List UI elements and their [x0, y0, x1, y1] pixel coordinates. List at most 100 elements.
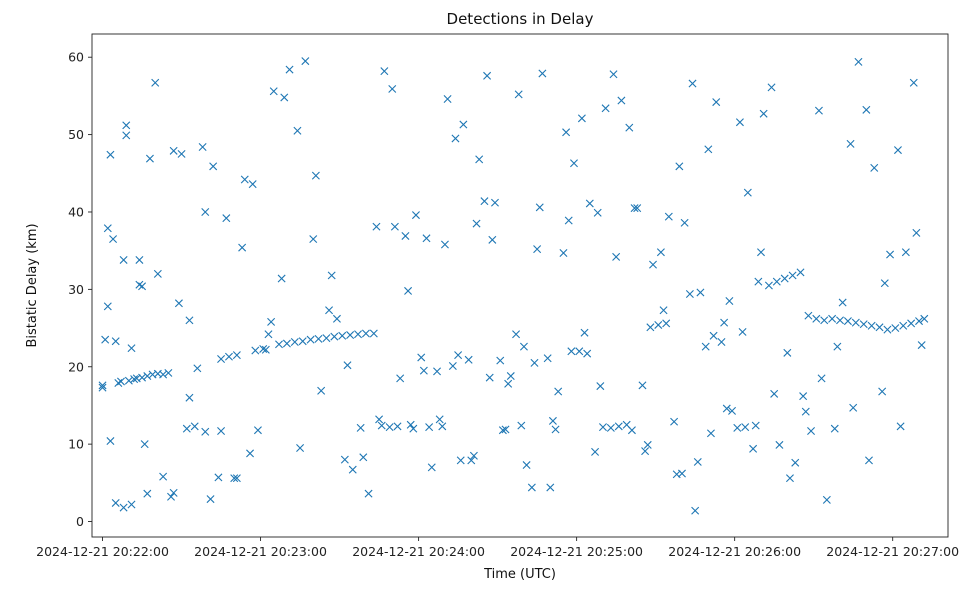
- data-point: [169, 488, 178, 497]
- data-point: [901, 248, 910, 257]
- data-point: [717, 338, 726, 346]
- data-point: [240, 175, 249, 184]
- data-point: [796, 268, 805, 277]
- data-point: [846, 139, 855, 148]
- data-point: [646, 323, 655, 332]
- data-point: [490, 198, 499, 207]
- data-point: [749, 444, 758, 453]
- data-point: [501, 425, 510, 434]
- data-point: [298, 337, 307, 346]
- data-point: [688, 79, 697, 88]
- data-point: [512, 330, 521, 339]
- data-point: [920, 314, 929, 323]
- data-point: [372, 222, 381, 231]
- data-point: [585, 199, 594, 208]
- data-point: [609, 70, 618, 79]
- data-point: [338, 331, 347, 340]
- data-point: [448, 361, 457, 370]
- data-point: [522, 461, 531, 470]
- data-point: [654, 320, 663, 329]
- data-point: [169, 146, 178, 155]
- data-point: [527, 483, 536, 492]
- data-point: [670, 417, 679, 426]
- data-point: [735, 118, 744, 127]
- data-point: [883, 325, 892, 334]
- data-point: [638, 381, 647, 390]
- data-point: [614, 422, 623, 431]
- data-point: [174, 299, 183, 308]
- data-point: [103, 224, 112, 233]
- data-point: [506, 372, 515, 381]
- data-point: [185, 393, 194, 402]
- data-point: [311, 171, 320, 180]
- data-point: [909, 78, 918, 87]
- data-point: [822, 495, 831, 504]
- data-point: [122, 121, 131, 130]
- chart-title: Detections in Delay: [447, 10, 594, 28]
- data-point: [662, 319, 671, 328]
- data-point: [915, 317, 924, 326]
- data-point: [851, 318, 860, 327]
- data-point: [111, 337, 120, 346]
- data-point: [135, 255, 144, 264]
- data-point: [725, 296, 734, 305]
- data-point: [701, 342, 710, 351]
- data-point: [380, 67, 389, 76]
- data-point: [451, 134, 460, 143]
- data-point: [828, 314, 837, 323]
- data-point: [838, 298, 847, 307]
- data-point: [435, 415, 444, 424]
- data-point: [591, 447, 600, 456]
- data-point: [480, 197, 489, 206]
- data-point: [317, 386, 326, 395]
- data-point: [814, 106, 823, 115]
- data-point: [625, 123, 634, 132]
- data-point: [641, 447, 650, 456]
- data-point: [767, 83, 776, 92]
- data-point: [514, 90, 523, 99]
- data-point: [209, 162, 218, 171]
- data-point: [867, 321, 876, 330]
- data-point: [185, 316, 194, 325]
- data-point: [593, 208, 602, 217]
- data-point: [404, 286, 413, 295]
- data-point: [483, 71, 492, 80]
- data-point: [101, 335, 110, 344]
- data-point: [601, 104, 610, 113]
- data-point: [116, 377, 125, 386]
- y-tick-label: 0: [76, 514, 84, 529]
- data-point: [543, 354, 552, 363]
- data-point: [807, 426, 816, 435]
- data-point: [564, 216, 573, 225]
- data-point: [140, 440, 149, 449]
- data-point: [738, 327, 747, 336]
- y-tick-label: 40: [68, 204, 84, 219]
- y-tick-label: 30: [68, 282, 84, 297]
- data-point: [456, 456, 465, 465]
- data-point: [764, 281, 773, 290]
- data-point: [330, 332, 339, 341]
- data-point: [275, 340, 283, 349]
- data-point: [680, 218, 689, 227]
- data-point: [899, 321, 908, 330]
- data-point: [567, 347, 576, 356]
- data-point: [201, 207, 210, 216]
- data-point: [485, 373, 494, 382]
- data-point: [467, 456, 476, 465]
- data-point: [704, 145, 713, 154]
- data-point: [454, 351, 463, 360]
- data-point: [167, 492, 176, 501]
- data-point: [664, 212, 673, 221]
- data-point: [754, 277, 763, 286]
- data-point: [259, 344, 268, 353]
- data-point: [411, 211, 420, 220]
- data-point: [151, 78, 160, 87]
- data-point: [98, 381, 107, 390]
- data-point: [780, 274, 789, 283]
- data-point: [375, 415, 384, 424]
- data-point: [159, 370, 168, 379]
- data-point: [535, 203, 544, 212]
- data-point: [583, 349, 592, 358]
